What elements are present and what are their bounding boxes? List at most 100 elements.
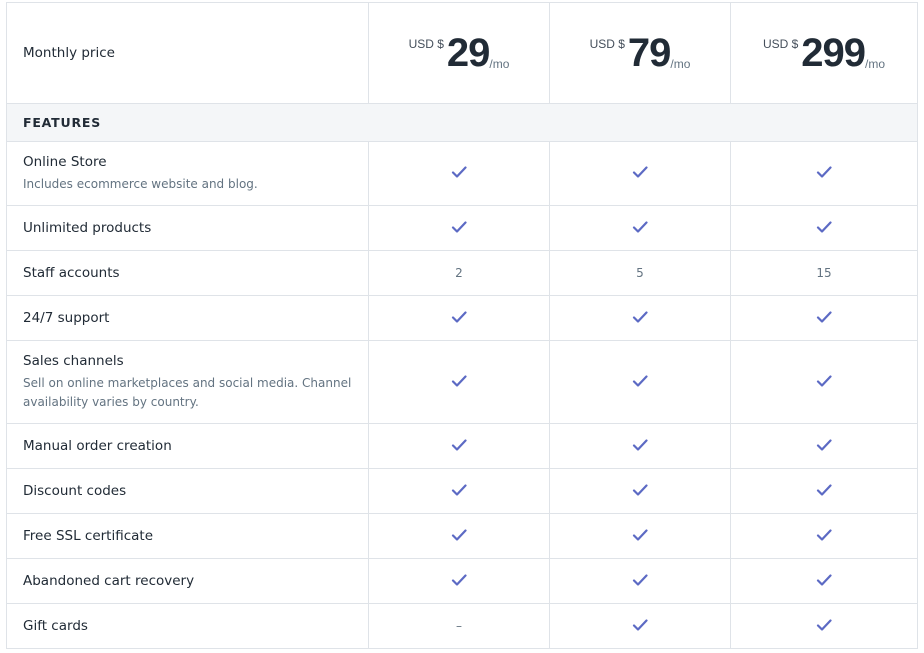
pricing-comparison-table: Monthly price USD $29/mo USD $79/mo USD … [6, 2, 918, 649]
feature-row: Gift cards – [6, 603, 918, 649]
feature-value [549, 205, 731, 251]
feature-name: Abandoned cart recovery [23, 573, 195, 589]
feature-value: 15 [730, 250, 918, 296]
feature-value: – [368, 603, 550, 649]
feature-row: Free SSL certificate [6, 513, 918, 559]
feature-value [730, 340, 918, 424]
check-icon [816, 483, 832, 496]
check-icon [451, 374, 467, 387]
period: /mo [489, 57, 510, 71]
check-icon [632, 166, 648, 178]
feature-value [549, 513, 731, 559]
feature-name: Manual order creation [23, 438, 172, 454]
feature-row: Discount codes [6, 468, 918, 514]
check-icon [632, 618, 648, 631]
feature-value [549, 340, 731, 424]
period: /mo [865, 57, 886, 71]
feature-description: Includes ecommerce website and blog. [23, 176, 258, 191]
feature-cell: Staff accounts [6, 250, 369, 296]
check-icon [632, 220, 648, 233]
check-icon [451, 483, 467, 496]
currency: USD $ [408, 37, 444, 51]
feature-value: 2 [368, 250, 550, 296]
check-icon [451, 220, 467, 233]
feature-value [730, 141, 918, 206]
feature-cell: Abandoned cart recovery [6, 558, 369, 604]
feature-name: Staff accounts [23, 265, 120, 281]
feature-name: Free SSL certificate [23, 528, 154, 544]
amount: 29 [446, 31, 490, 75]
check-icon [816, 310, 832, 323]
feature-value [730, 423, 918, 469]
check-icon [451, 166, 467, 178]
feature-name: Gift cards [23, 618, 88, 634]
feature-value [730, 603, 918, 649]
feature-value [368, 141, 550, 206]
amount: 79 [627, 31, 671, 75]
feature-cell: Gift cards [6, 603, 369, 649]
feature-value [549, 558, 731, 604]
feature-value [368, 205, 550, 251]
feature-value [549, 295, 731, 341]
feature-value [730, 295, 918, 341]
feature-cell: Online Store Includes ecommerce website a… [6, 141, 369, 206]
feature-cell: Sales channels Sell on online marketplace… [6, 340, 369, 424]
feature-name: 24/7 support [23, 310, 110, 326]
check-icon [632, 374, 648, 387]
feature-description: Sell on online marketplaces and social m… [23, 375, 352, 409]
plan-price-advanced: USD $299/mo [730, 2, 918, 104]
feature-cell: Discount codes [6, 468, 369, 514]
feature-name: Unlimited products [23, 220, 152, 236]
check-icon [632, 310, 648, 323]
feature-cell: Manual order creation [6, 423, 369, 469]
feature-cell: 24/7 support [6, 295, 369, 341]
check-icon [451, 528, 467, 541]
feature-row: Unlimited products [6, 205, 918, 251]
currency: USD $ [762, 37, 799, 51]
feature-name: Sales channels [23, 352, 124, 369]
check-icon [816, 166, 832, 178]
feature-value [730, 205, 918, 251]
feature-row: Abandoned cart recovery [6, 558, 918, 604]
check-icon [632, 528, 648, 541]
feature-value [368, 423, 550, 469]
feature-value [368, 340, 550, 424]
check-icon [451, 438, 467, 451]
price-label: Monthly price [6, 2, 369, 104]
feature-name: Discount codes [23, 483, 127, 499]
check-icon [816, 573, 832, 586]
check-icon [816, 618, 832, 631]
feature-row: Manual order creation [6, 423, 918, 469]
feature-row: 24/7 support [6, 295, 918, 341]
feature-row: Sales channels Sell on online marketplace… [6, 340, 918, 424]
feature-row: Online Store Includes ecommerce website a… [6, 141, 918, 206]
section-title: FEATURES [6, 103, 918, 142]
check-icon [632, 483, 648, 496]
check-icon [816, 374, 832, 387]
amount: 299 [801, 31, 866, 75]
check-icon [451, 573, 467, 586]
feature-value: 5 [549, 250, 731, 296]
feature-value [549, 603, 731, 649]
check-icon [632, 438, 648, 451]
feature-value [730, 558, 918, 604]
feature-value [730, 468, 918, 514]
feature-value [368, 558, 550, 604]
check-icon [816, 220, 832, 233]
features-section-header: FEATURES [6, 103, 918, 142]
plan-price-standard: USD $79/mo [549, 2, 731, 104]
feature-value [549, 423, 731, 469]
feature-value [368, 513, 550, 559]
feature-row: Staff accounts 2 5 15 [6, 250, 918, 296]
feature-cell: Unlimited products [6, 205, 369, 251]
feature-value [549, 468, 731, 514]
price-row: Monthly price USD $29/mo USD $79/mo USD … [6, 2, 918, 104]
currency: USD $ [589, 37, 625, 51]
feature-value [368, 468, 550, 514]
feature-value [730, 513, 918, 559]
period: /mo [670, 57, 691, 71]
feature-cell: Free SSL certificate [6, 513, 369, 559]
feature-value [549, 141, 731, 206]
check-icon [451, 310, 467, 323]
check-icon [816, 528, 832, 541]
